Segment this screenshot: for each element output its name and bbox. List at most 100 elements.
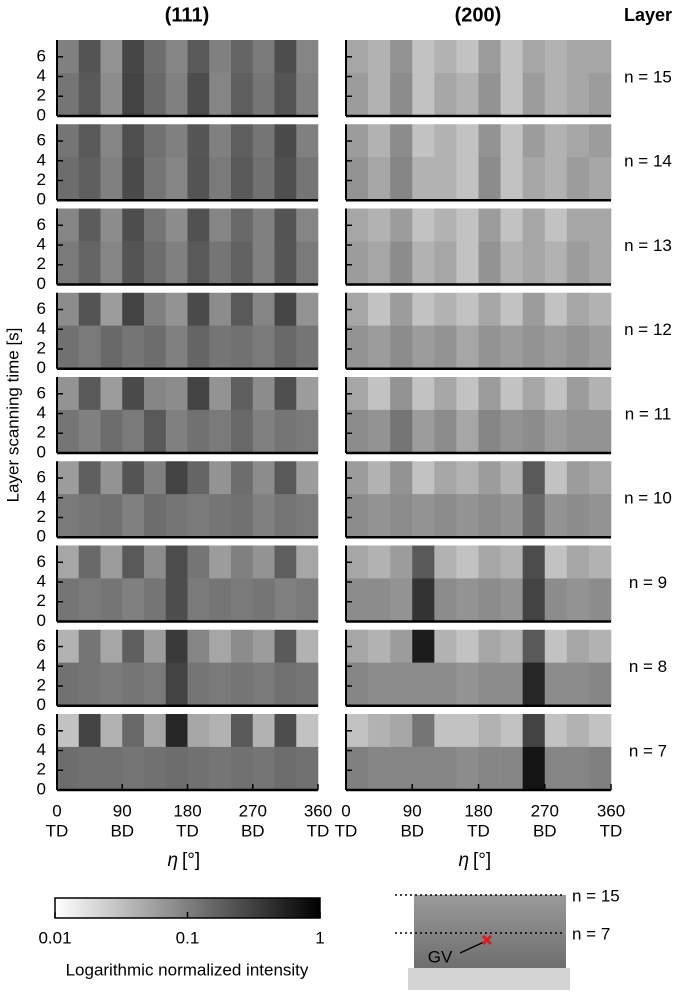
heatmap-cell bbox=[274, 156, 297, 201]
heatmap-cell bbox=[566, 578, 590, 622]
heatmap-cell bbox=[209, 461, 232, 495]
heatmap-cell bbox=[434, 409, 457, 454]
heatmap-cell bbox=[78, 377, 101, 410]
heatmap-cell bbox=[544, 72, 568, 117]
heatmap-cell bbox=[296, 409, 319, 454]
heatmap-cell bbox=[434, 124, 457, 158]
heatmap-cell bbox=[78, 325, 101, 370]
heatmap-cell bbox=[368, 545, 391, 579]
heatmap-cell bbox=[544, 545, 568, 579]
heatmap-cell bbox=[252, 662, 275, 707]
y-tick-label: 2 bbox=[37, 507, 46, 526]
heatmap-cell bbox=[274, 40, 297, 73]
heatmap-cell bbox=[144, 377, 167, 410]
heatmap-cell bbox=[390, 156, 413, 201]
heatmap-cell bbox=[57, 124, 80, 158]
heatmap-cell bbox=[346, 493, 369, 538]
column-title: (111) bbox=[165, 4, 209, 26]
heatmap-cell bbox=[456, 578, 479, 622]
heatmap-cell bbox=[566, 629, 590, 663]
heatmap-cell bbox=[252, 629, 275, 663]
heatmap-cell bbox=[296, 746, 319, 791]
heatmap-cell bbox=[434, 461, 457, 495]
heatmap-cell bbox=[274, 124, 297, 158]
heatmap-cell bbox=[122, 746, 145, 791]
heatmap-cell bbox=[296, 377, 319, 410]
heatmap-cell bbox=[100, 156, 123, 201]
heatmap-cell bbox=[78, 156, 101, 201]
x-axis-unit: [°] bbox=[473, 850, 491, 871]
heatmap-cell bbox=[456, 629, 479, 663]
heatmap-cell bbox=[144, 461, 167, 495]
heatmap-cell bbox=[390, 292, 413, 326]
heatmap-cell bbox=[500, 461, 523, 495]
heatmap-cell bbox=[368, 629, 391, 663]
heatmap-cell bbox=[368, 377, 391, 410]
heatmap-cell bbox=[566, 124, 590, 158]
layer-label: n = 13 bbox=[624, 236, 672, 255]
heatmap-cell bbox=[231, 746, 254, 791]
layer-label: n = 9 bbox=[629, 573, 667, 592]
heatmap-cell bbox=[187, 241, 210, 285]
heatmap-cell bbox=[522, 124, 546, 158]
heatmap-cell bbox=[78, 629, 101, 663]
heatmap-cell bbox=[412, 325, 435, 370]
y-tick-label: 2 bbox=[37, 170, 46, 189]
heatmap-cell bbox=[412, 241, 435, 285]
heatmap-cell bbox=[274, 241, 297, 285]
heatmap-cell bbox=[209, 746, 232, 791]
heatmap-cell bbox=[187, 72, 210, 117]
heatmap-cell bbox=[78, 461, 101, 495]
heatmap-cell bbox=[522, 714, 546, 747]
heatmap-cell bbox=[412, 208, 435, 242]
heatmap-cell bbox=[522, 409, 546, 454]
heatmap-cell bbox=[588, 156, 612, 201]
heatmap-cell bbox=[209, 377, 232, 410]
heatmap-cell bbox=[456, 72, 479, 117]
heatmap-cell bbox=[390, 461, 413, 495]
heatmap-cell bbox=[165, 461, 188, 495]
y-tick-label: 0 bbox=[37, 105, 46, 124]
heatmap-cell bbox=[544, 662, 568, 707]
heatmap-cell bbox=[368, 662, 391, 707]
heatmap-cell bbox=[500, 714, 523, 747]
heatmap-cell bbox=[412, 578, 435, 622]
heatmap-cell bbox=[209, 714, 232, 747]
y-tick-label: 4 bbox=[37, 740, 46, 759]
heatmap-cell bbox=[500, 629, 523, 663]
heatmap-cell bbox=[500, 325, 523, 370]
heatmap-cell bbox=[588, 545, 612, 579]
heatmap-cell bbox=[368, 292, 391, 326]
heatmap-cell bbox=[100, 578, 123, 622]
heatmap-cell bbox=[566, 208, 590, 242]
heatmap-cell bbox=[500, 545, 523, 579]
heatmap-cell bbox=[522, 746, 546, 791]
heatmap-cell bbox=[588, 746, 612, 791]
x-tick-direction: TD bbox=[46, 821, 69, 840]
heatmap-cell bbox=[478, 662, 501, 707]
heatmap-cell bbox=[346, 545, 369, 579]
heatmap-cell bbox=[100, 377, 123, 410]
heatmap-cell bbox=[144, 746, 167, 791]
heatmap-cell bbox=[522, 578, 546, 622]
heatmap-cell bbox=[100, 124, 123, 158]
heatmap-cell bbox=[144, 629, 167, 663]
heatmap-cell bbox=[368, 461, 391, 495]
heatmap-cell bbox=[122, 241, 145, 285]
heatmap-cell bbox=[122, 578, 145, 622]
heatmap-cell bbox=[122, 292, 145, 326]
heatmap-cell bbox=[252, 40, 275, 73]
heatmap-cell bbox=[274, 461, 297, 495]
heatmap-cell bbox=[100, 409, 123, 454]
heatmap-cell bbox=[122, 545, 145, 579]
heatmap-cell bbox=[478, 629, 501, 663]
y-tick-label: 6 bbox=[37, 552, 46, 571]
heatmap-cell bbox=[78, 208, 101, 242]
heatmap-cell bbox=[274, 662, 297, 707]
heatmap-cell bbox=[252, 292, 275, 326]
heatmap-cell bbox=[144, 714, 167, 747]
heatmap-cell bbox=[231, 662, 254, 707]
heatmap-cell bbox=[252, 746, 275, 791]
heatmap-cell bbox=[165, 72, 188, 117]
heatmap-cell bbox=[500, 409, 523, 454]
